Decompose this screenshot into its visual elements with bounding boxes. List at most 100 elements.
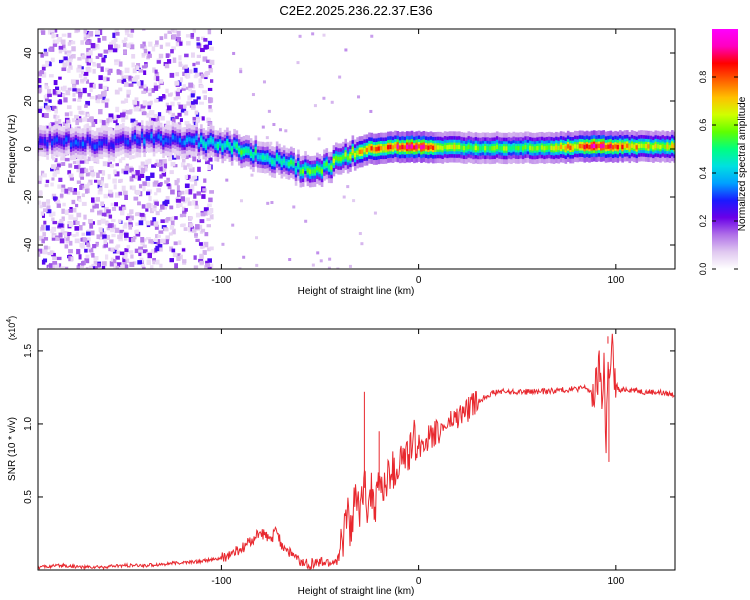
snr-y-axis: 0.5 1.0 1.5 — [23, 344, 675, 504]
spectrogram-ridge-cell — [645, 143, 648, 149]
spectrogram-noise-cell — [168, 232, 173, 236]
snr-frame — [37, 328, 676, 571]
spectrogram-noise-cell — [370, 34, 374, 38]
spectrogram-noise-cell — [190, 33, 195, 38]
spectrogram-noise-cell — [186, 174, 191, 180]
spectrogram-noise-cell — [40, 53, 44, 58]
spectrogram-noise-cell — [124, 98, 129, 103]
spectrogram-ridge-cell — [618, 143, 622, 148]
spectrogram-noise-cell — [89, 265, 93, 269]
spectrogram-noise-cell — [135, 212, 140, 217]
colorbar-tick-label: 0.0 — [698, 263, 708, 276]
spectrogram-noise-cell — [103, 242, 109, 248]
spectrogram-noise-cell — [160, 205, 165, 210]
spectrogram-noise-cell — [170, 29, 175, 33]
spectrogram-ridge-cell — [157, 134, 161, 139]
spectrogram-noise-cell — [327, 266, 331, 269]
spectrogram-ridge-cell — [337, 156, 340, 162]
spectrogram-noise-cell — [194, 200, 198, 206]
spectrogram-ridge-cell — [481, 145, 485, 151]
spectrogram-noise-cell — [172, 34, 177, 39]
spectrogram-noise-cell — [141, 90, 147, 94]
spectrogram-noise-cell — [114, 29, 119, 35]
spectrogram-noise-cell — [203, 95, 208, 100]
spectrogram-noise-cell — [62, 202, 66, 207]
spectrogram-noise-cell — [113, 37, 118, 43]
spectrogram-noise-cell — [123, 82, 129, 87]
spectrogram-noise-cell — [62, 62, 67, 68]
spectrogram-noise-cell — [48, 99, 52, 103]
spectrogram-noise-cell — [177, 253, 181, 258]
spectrogram-ridge-cell — [635, 145, 639, 150]
spectrogram-noise-cell — [143, 84, 147, 89]
spectrogram-noise-cell — [162, 201, 167, 207]
spectrogram-noise-cell — [43, 245, 48, 250]
spectrogram-noise-cell — [78, 254, 82, 260]
spectrogram-noise-cell — [54, 121, 59, 127]
colorbar-tick-label: 0.6 — [698, 119, 708, 132]
spectrogram-noise-cell — [77, 191, 81, 196]
spectrogram-noise-cell — [173, 152, 178, 158]
snr-panel: -100 0 100 0.5 1.0 1.5 Height of straight li… — [6, 316, 676, 597]
spectrogram-noise-cell — [68, 249, 73, 254]
spectrogram-noise-cell — [41, 238, 45, 244]
spectrogram-ridge-cell — [398, 145, 402, 150]
spectrogram-noise-cell — [265, 136, 269, 140]
spectrogram-noise-cell — [207, 29, 212, 35]
spectrogram-noise-cell — [373, 211, 377, 215]
spectrogram-noise-cell — [153, 221, 159, 227]
spectrogram-noise-cell — [192, 29, 197, 33]
spectrogram-noise-cell — [65, 90, 71, 96]
spectrogram-noise-cell — [98, 170, 104, 174]
spectrogram-noise-cell — [311, 32, 315, 36]
spectrogram-noise-cell — [62, 93, 66, 97]
spectrogram-ridge-cell — [346, 155, 350, 161]
spectrogram-noise-cell — [189, 186, 195, 192]
spectrogram-ridge-cell — [647, 144, 650, 149]
spectrogram-noise-cell — [103, 76, 108, 80]
spectrogram-noise-cell — [129, 250, 134, 254]
spectrogram-noise-cell — [60, 227, 65, 234]
spectrogram-noise-cell — [125, 216, 130, 221]
spectrogram-noise-cell — [209, 246, 214, 251]
spectrogram-noise-cell — [64, 209, 69, 216]
spectrogram-y-tick-label: -40 — [23, 237, 34, 252]
spectrogram-x-tick-label: -100 — [211, 275, 231, 286]
spectrogram-noise-cell — [165, 102, 169, 107]
spectrogram-noise-cell — [39, 70, 45, 75]
spectrogram-noise-cell — [114, 227, 120, 233]
spectrogram-noise-cell — [126, 43, 131, 49]
spectrogram-noise-cell — [142, 249, 148, 254]
spectrogram-noise-cell — [173, 29, 178, 34]
spectrogram-noise-cell — [204, 232, 209, 237]
spectrogram-noise-cell — [173, 241, 178, 246]
spectrogram-ridge-cell — [401, 144, 404, 150]
spectrogram-noise-cell — [111, 40, 117, 44]
spectrogram-noise-cell — [64, 157, 70, 162]
spectrogram-noise-cell — [206, 217, 211, 222]
spectrogram-noise-cell — [194, 110, 199, 115]
spectrogram-noise-cell — [102, 90, 107, 97]
spectrogram-noise-cell — [92, 202, 97, 207]
spectrogram-noise-cell — [164, 33, 168, 39]
spectrogram-noise-cell — [79, 242, 84, 248]
spectrogram-noise-cell — [57, 184, 62, 189]
spectrogram-noise-cell — [89, 166, 94, 171]
spectrogram-noise-cell — [47, 93, 52, 98]
spectrogram-noise-cell — [113, 43, 118, 49]
spectrogram-noise-cell — [151, 118, 156, 122]
spectrogram-noise-cell — [185, 189, 191, 195]
spectrogram-noise-cell — [139, 191, 143, 197]
spectrogram-noise-cell — [113, 169, 117, 175]
spectrogram-noise-cell — [42, 208, 48, 213]
spectrogram-noise-cell — [91, 121, 96, 128]
spectrogram-ridge-cell — [190, 138, 194, 143]
spectrogram-noise-cell — [176, 37, 182, 43]
spectrogram-noise-cell — [272, 123, 276, 127]
spectrogram-noise-cell — [116, 59, 121, 64]
spectrogram-noise-cell — [203, 241, 209, 248]
spectrogram-noise-cell — [162, 205, 168, 210]
spectrogram-noise-cell — [125, 258, 130, 264]
spectrogram-noise-cell — [128, 75, 132, 80]
spectrogram-noise-cell — [102, 36, 107, 41]
